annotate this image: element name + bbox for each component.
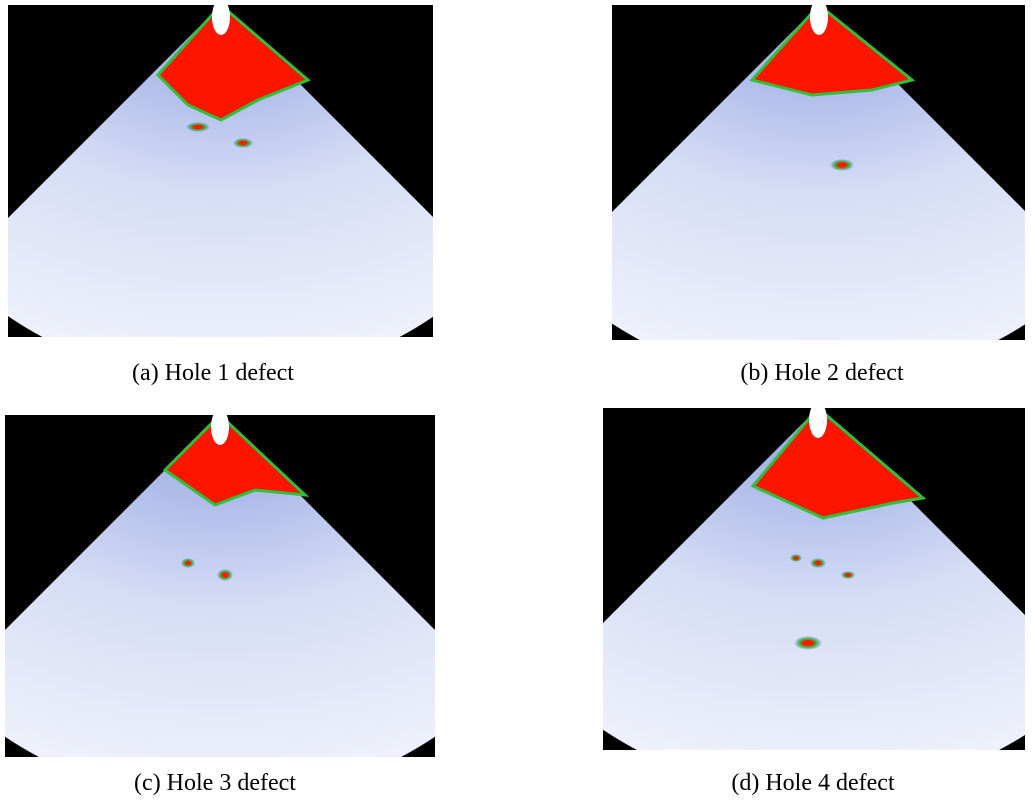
defect <box>217 569 233 581</box>
defect <box>790 554 802 562</box>
figure: (a) Hole 1 defect (b) Hole 2 defect (c) … <box>0 0 1032 807</box>
caption: (a) Hole 1 defect <box>3 360 423 387</box>
defect <box>186 122 210 132</box>
caption: (b) Hole 2 defect <box>612 360 1032 387</box>
defect <box>810 558 826 568</box>
defect <box>830 159 854 171</box>
ultrasound-image <box>8 5 433 337</box>
caption: (c) Hole 3 defect <box>5 770 425 797</box>
ultrasound-image <box>5 415 435 757</box>
defect <box>181 558 195 568</box>
ultrasound-image <box>612 5 1025 340</box>
defect <box>794 636 822 650</box>
defect <box>233 138 253 148</box>
defect <box>841 571 855 579</box>
ultrasound-image <box>603 408 1025 750</box>
caption: (d) Hole 4 defect <box>603 770 1023 797</box>
